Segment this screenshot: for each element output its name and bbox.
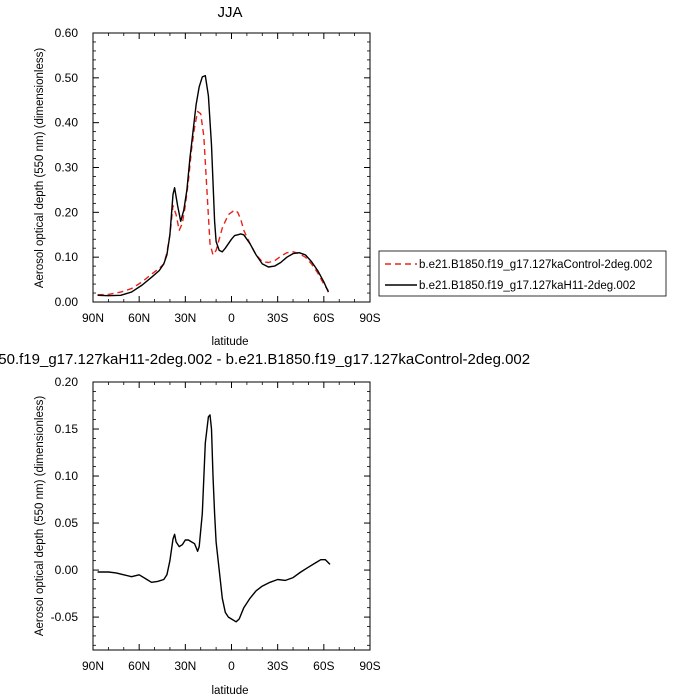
x-tick-label: 60N — [128, 659, 150, 673]
panel-title: b.e21.B1850.f19_g17.127kaH11-2deg.002 - … — [0, 351, 530, 368]
x-tick-label: 30N — [174, 311, 196, 325]
x-axis-label: latitude — [211, 336, 248, 348]
difference-panel: b.e21.B1850.f19_g17.127kaH11-2deg.002 - … — [0, 351, 530, 697]
x-tick-label: 90N — [82, 659, 104, 673]
x-tick-label: 60S — [313, 311, 334, 325]
y-tick-label: 0.00 — [55, 295, 79, 309]
x-tick-label: 60S — [313, 659, 334, 673]
x-tick-label: 30S — [267, 659, 288, 673]
legend-label-control: b.e21.B1850.f19_g17.127kaControl-2deg.00… — [419, 259, 652, 271]
plot-frame — [92, 381, 371, 651]
x-tick-label: 30N — [174, 659, 196, 673]
plot-frame — [92, 32, 371, 303]
y-axis-label: Aerosol optical depth (550 nm) (dimensio… — [34, 396, 46, 637]
x-tick-label: 0 — [228, 311, 235, 325]
legend-box — [378, 250, 667, 297]
y-axis-label: Aerosol optical depth (550 nm) (dimensio… — [34, 48, 46, 289]
y-tick-label: 0.15 — [55, 422, 79, 436]
y-tick-label: 0.30 — [55, 161, 79, 175]
y-tick-label: 0.50 — [55, 71, 79, 85]
x-tick-label: 60N — [128, 311, 150, 325]
aod-panel: JJA Aerosol optical depth (550 nm) (dime… — [34, 4, 381, 348]
x-tick-label: 90S — [359, 659, 380, 673]
y-tick-label: 0.10 — [55, 250, 79, 264]
legend: b.e21.B1850.f19_g17.127kaControl-2deg.00… — [378, 250, 667, 297]
series-line-control — [97, 110, 329, 296]
y-tick-label: -0.05 — [51, 610, 79, 624]
x-axis-label: latitude — [211, 685, 248, 697]
y-tick-label: 0.40 — [55, 116, 79, 130]
y-tick-label: 0.05 — [55, 516, 79, 530]
x-tick-label: 90N — [82, 311, 104, 325]
y-tick-label: 0.60 — [55, 26, 79, 40]
x-tick-label: 90S — [359, 311, 380, 325]
y-tick-label: 0.20 — [55, 375, 79, 389]
y-tick-label: 0.20 — [55, 205, 79, 219]
panel-title: JJA — [217, 4, 242, 21]
y-tick-label: 0.00 — [55, 563, 79, 577]
series-line-h11 — [97, 74, 330, 297]
legend-label-h11: b.e21.B1850.f19_g17.127kaH11-2deg.002 — [419, 280, 636, 292]
x-tick-label: 30S — [267, 311, 288, 325]
series-line-difference — [97, 414, 331, 623]
y-tick-label: 0.10 — [55, 469, 79, 483]
x-tick-label: 0 — [228, 659, 235, 673]
